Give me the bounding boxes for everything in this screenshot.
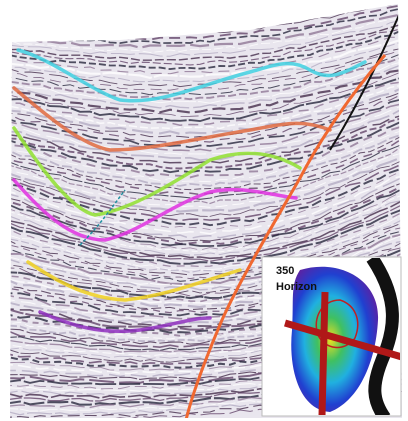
reflection — [10, 130, 402, 187]
reflection — [10, 20, 402, 61]
reflection — [10, 190, 402, 253]
reflection — [10, 155, 402, 217]
reflection — [10, 179, 402, 245]
reflection — [10, 173, 402, 240]
reflection — [10, 149, 402, 213]
reflection — [10, 104, 402, 155]
reflection — [10, 195, 402, 256]
horizon-yellow — [26, 260, 242, 302]
reflection — [10, 165, 402, 231]
contour — [315, 299, 359, 349]
reflection — [10, 28, 402, 71]
reflection — [10, 69, 402, 117]
cross-line-vertical — [318, 291, 329, 415]
horizon-cyan — [16, 48, 367, 103]
reflection — [10, 57, 402, 104]
reflection — [10, 241, 402, 294]
reflection — [10, 221, 402, 280]
fault-band — [366, 258, 399, 415]
reflection — [10, 132, 402, 191]
reflection — [10, 198, 402, 260]
reflection — [10, 14, 402, 53]
fault-orange — [184, 54, 387, 418]
reflection — [10, 186, 402, 251]
horizons — [12, 7, 402, 418]
reflection — [10, 178, 402, 242]
horizon-green — [12, 126, 302, 217]
reflection — [10, 201, 402, 262]
inset-map: 350 Horizon — [261, 256, 402, 417]
reflection — [10, 391, 402, 418]
reflection — [10, 23, 402, 66]
cross-line-horizontal — [284, 319, 400, 361]
reflection — [10, 10, 402, 49]
reflection — [10, 118, 402, 174]
reflection — [10, 17, 402, 57]
reflection — [10, 50, 402, 96]
reflection — [10, 184, 402, 247]
inset-title: 350 — [276, 265, 294, 277]
reflection — [10, 211, 402, 271]
reflection — [10, 98, 402, 152]
reflection — [10, 140, 402, 200]
reflection — [10, 61, 402, 109]
reflection — [10, 81, 402, 130]
horizon-orange — [12, 86, 332, 152]
reflection — [10, 48, 402, 91]
reflection — [10, 77, 402, 126]
reflection — [10, 219, 402, 276]
reflection — [10, 144, 402, 205]
reflection — [10, 64, 402, 114]
reflection — [10, 168, 402, 235]
reflection — [10, 36, 402, 80]
fault-dashed — [79, 189, 126, 246]
horizon-purple — [38, 310, 212, 334]
reflection — [10, 216, 402, 273]
reflection — [10, 72, 402, 123]
reflection — [10, 161, 402, 227]
reflection — [10, 203, 402, 265]
fault-black — [329, 7, 402, 151]
reflection — [10, 105, 402, 161]
reflection — [10, 296, 402, 340]
reflection — [10, 207, 402, 268]
reflection — [10, 124, 402, 183]
reflection — [10, 147, 402, 208]
inset-content — [284, 258, 400, 415]
reflection — [10, 84, 402, 135]
reflection — [10, 33, 402, 75]
reflection — [10, 92, 402, 144]
reflection — [10, 114, 402, 170]
inset-title: Horizon — [276, 281, 317, 293]
reflection — [10, 121, 402, 179]
reflection — [10, 263, 402, 314]
horizon-magenta — [12, 178, 298, 242]
reflection — [10, 229, 402, 286]
